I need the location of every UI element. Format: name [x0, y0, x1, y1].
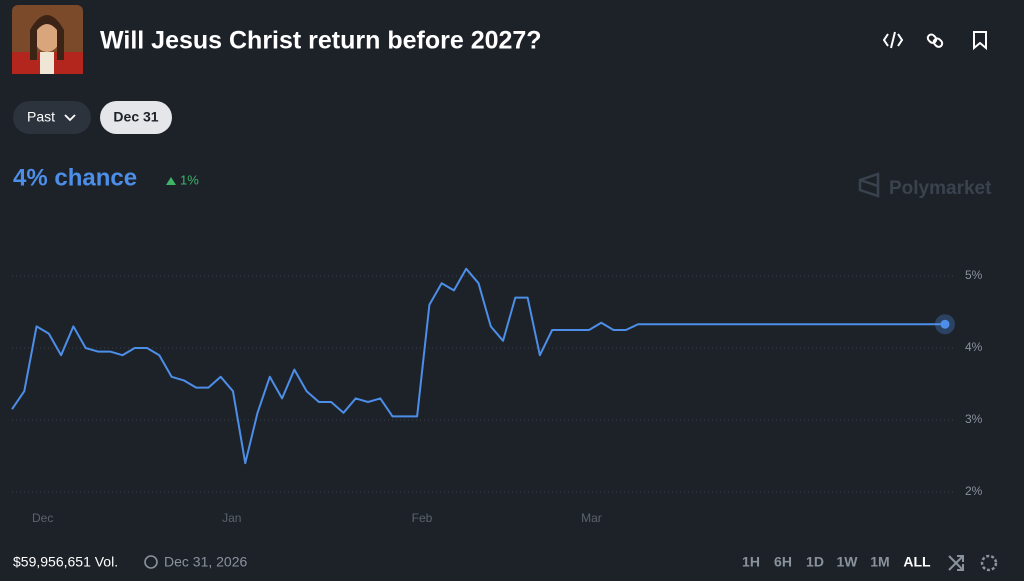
range-button[interactable]: 1M [870, 554, 889, 570]
x-tick-label: Jan [222, 511, 241, 525]
clock-icon [144, 555, 158, 569]
avatar [12, 5, 83, 74]
filter-label: Dec 31 [113, 109, 158, 125]
x-tick-label: Dec [32, 511, 53, 525]
y-tick-label: 5% [965, 268, 983, 282]
bookmark-icon[interactable] [973, 31, 987, 51]
filter-label: Past [27, 109, 55, 125]
x-tick-label: Feb [412, 511, 433, 525]
range-button[interactable]: 1W [837, 554, 859, 570]
x-tick-label: Mar [581, 511, 602, 525]
up-arrow [166, 177, 176, 185]
range-button[interactable]: ALL [903, 554, 931, 570]
filter-date[interactable] [100, 101, 172, 134]
y-tick-label: 4% [965, 340, 983, 354]
plot: 2% 3% 4% 5% Dec Jan Feb Mar [11, 267, 983, 525]
embed-icon[interactable] [882, 31, 904, 49]
volume: $59,956,651 Vol. [13, 554, 118, 570]
end-date: Dec 31, 2026 [164, 554, 247, 570]
range-button[interactable]: 1D [806, 554, 824, 570]
y-tick-label: 3% [965, 412, 983, 426]
watermark-logo [858, 172, 880, 198]
chevron [64, 114, 76, 122]
range-buttons: 1H 6H 1D 1W 1M ALL [742, 554, 931, 570]
watermark: Polymarket [889, 178, 992, 199]
change: 1% [180, 172, 199, 187]
line [11, 267, 945, 465]
y-tick-label: 2% [965, 484, 983, 498]
shuffle-icon[interactable] [948, 555, 964, 571]
title: Will Jesus Christ return before 2027? [100, 27, 542, 55]
chance: 4% chance [13, 164, 137, 191]
link-icon[interactable] [926, 33, 944, 48]
filter-past[interactable] [13, 101, 91, 134]
end-point [940, 319, 950, 329]
settings-icon[interactable] [980, 554, 998, 572]
range-button[interactable]: 6H [774, 554, 792, 570]
range-button[interactable]: 1H [742, 554, 760, 570]
